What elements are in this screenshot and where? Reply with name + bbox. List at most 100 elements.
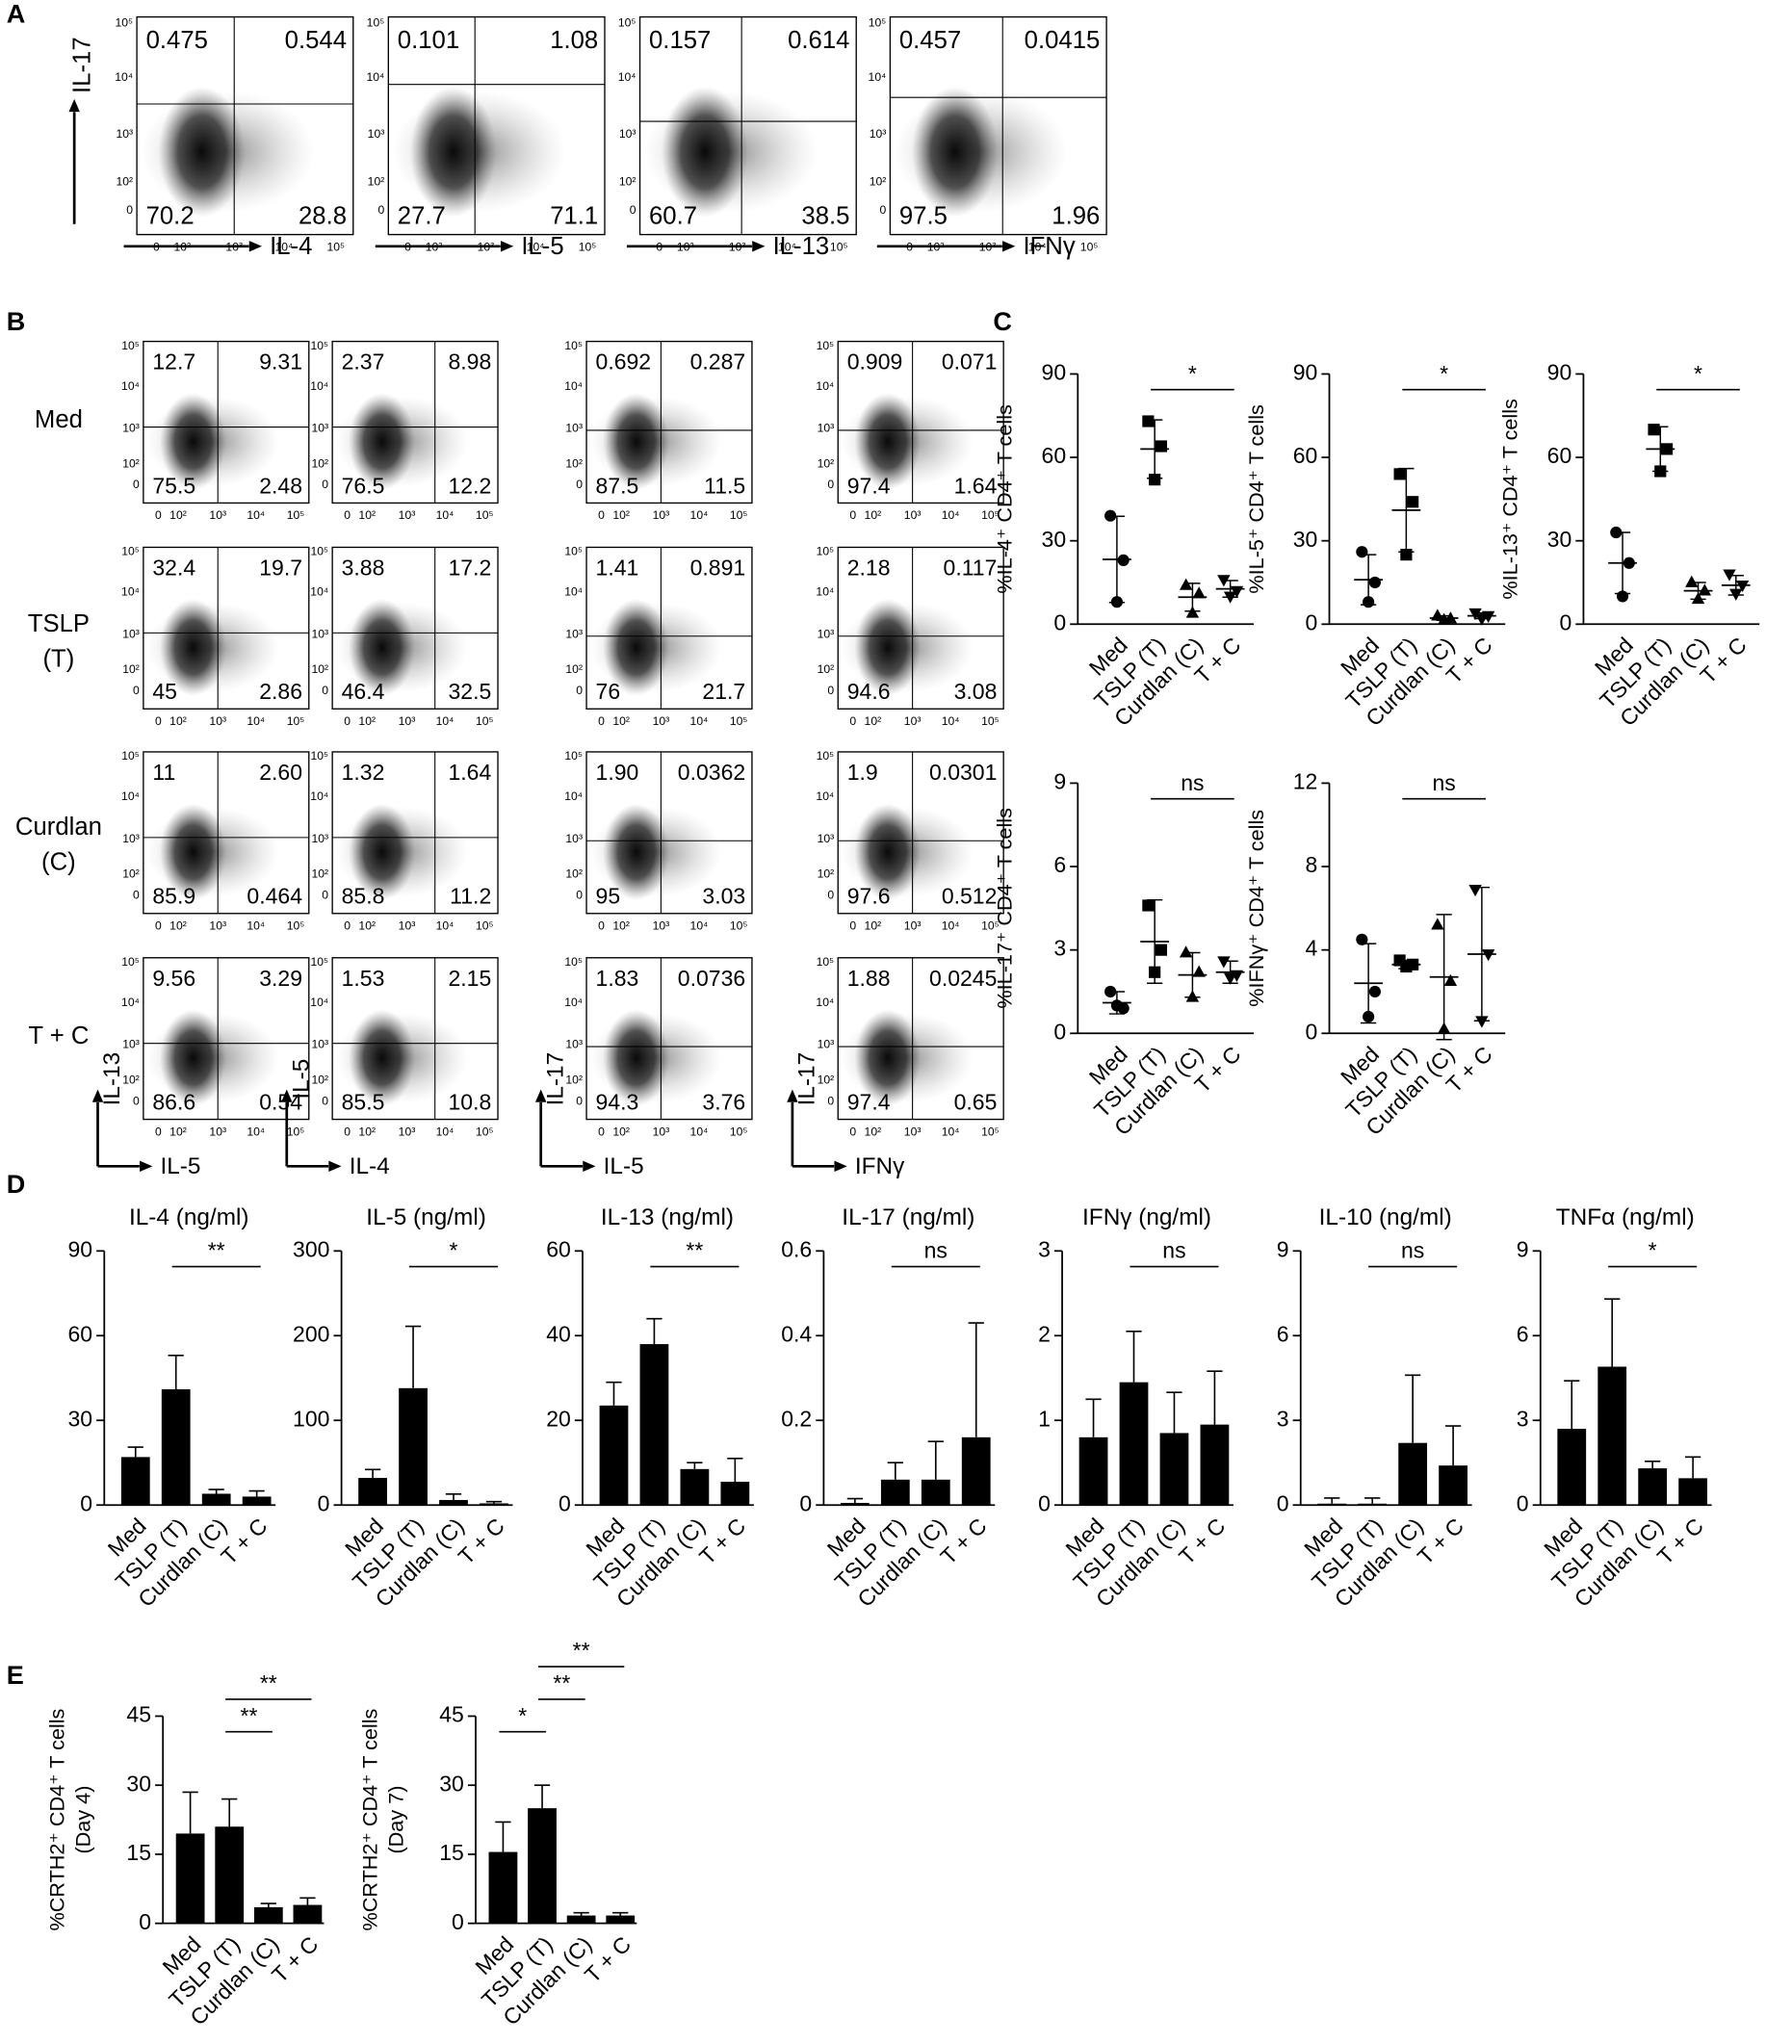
bar bbox=[1159, 1433, 1189, 1506]
quadrant-value: 3.08 bbox=[954, 679, 998, 704]
quadrant-value: 94.6 bbox=[847, 679, 891, 704]
data-point bbox=[1475, 613, 1489, 626]
significance-label: ** bbox=[241, 1703, 258, 1728]
flow-tick-label: 10⁵ bbox=[817, 545, 835, 558]
flow-tick-label: 10⁴ bbox=[366, 70, 384, 84]
quadrant-value: 0.0736 bbox=[678, 966, 745, 991]
flow-tick-label: 10³ bbox=[653, 714, 670, 728]
flow-tick-label: 0 bbox=[849, 714, 856, 728]
arrow-head bbox=[140, 1160, 153, 1173]
flow-tick-label: 10⁵ bbox=[730, 508, 748, 522]
flow-tick-label: 10⁴ bbox=[690, 714, 709, 728]
quadrant-value: 97.6 bbox=[847, 884, 891, 909]
plot-frame bbox=[638, 15, 857, 236]
flow-tick-label: 10⁵ bbox=[817, 955, 835, 969]
quadrant-value: 32.5 bbox=[448, 679, 491, 704]
quadrant-value: 2.37 bbox=[342, 349, 385, 375]
bar bbox=[1317, 1503, 1347, 1506]
plot-frame bbox=[331, 340, 499, 505]
significance-label: ** bbox=[573, 1638, 590, 1663]
flow-tick-label: 10³ bbox=[904, 1125, 922, 1138]
data-point bbox=[1431, 918, 1444, 930]
flow-tick-label: 10² bbox=[612, 919, 630, 933]
flow-tick-label: 10⁵ bbox=[817, 339, 835, 352]
flow-tick-label: 10² bbox=[865, 919, 882, 933]
flow-tick-label: 0 bbox=[630, 203, 636, 217]
flow-tick-label: 10³ bbox=[818, 832, 835, 845]
quadrant-value: 12.7 bbox=[152, 349, 195, 375]
flow-tick-label: 0 bbox=[827, 1094, 834, 1107]
bar bbox=[201, 1493, 231, 1506]
quadrant-value: 97.5 bbox=[899, 202, 948, 229]
data-point bbox=[1368, 576, 1381, 589]
data-point bbox=[1468, 884, 1482, 897]
quadrant-value: 11 bbox=[152, 760, 175, 785]
x-tick-label: T + C bbox=[454, 1514, 509, 1569]
y-tick-label: 8 bbox=[1306, 852, 1318, 877]
data-point bbox=[1735, 581, 1750, 593]
flow-tick-label: 10⁴ bbox=[942, 919, 960, 933]
y-tick-label: 0.4 bbox=[781, 1321, 812, 1346]
quadrant-value: 1.64 bbox=[448, 760, 491, 785]
flow-tick-label: 10⁴ bbox=[247, 919, 265, 933]
flow-tick-label: 10² bbox=[311, 867, 328, 881]
data-point bbox=[1393, 468, 1406, 480]
flow-tick-label: 0 bbox=[827, 684, 834, 697]
flow-tick-label: 10⁵ bbox=[115, 16, 133, 30]
quadrant-value: 1.32 bbox=[342, 760, 385, 785]
y-tick-label: 45 bbox=[439, 1702, 464, 1727]
x-tick-label: T + C bbox=[216, 1514, 272, 1569]
plot-frame bbox=[837, 546, 1004, 710]
flow-tick-label: 10² bbox=[169, 714, 187, 728]
flow-tick-label: 10⁵ bbox=[121, 545, 140, 558]
y-tick-label: 6 bbox=[1053, 852, 1066, 877]
arrow-head bbox=[68, 98, 80, 113]
flow-tick-label: 0 bbox=[155, 1125, 162, 1138]
quadrant-value: 1.64 bbox=[954, 473, 998, 498]
quadrant-value: 2.60 bbox=[259, 760, 302, 785]
quadrant-value: 12.2 bbox=[448, 473, 491, 498]
y-tick-label: 40 bbox=[546, 1321, 571, 1346]
flow-tick-label: 10⁴ bbox=[816, 585, 834, 599]
quadrant-value: 0.101 bbox=[398, 27, 459, 54]
bar bbox=[1597, 1366, 1627, 1506]
flow-tick-label: 0 bbox=[849, 919, 856, 933]
quadrant-value: 0.614 bbox=[788, 27, 849, 54]
data-point bbox=[1217, 956, 1231, 969]
flow-tick-label: 10² bbox=[865, 508, 882, 522]
flow-tick-label: 10⁴ bbox=[1028, 240, 1047, 253]
flow-tick-label: 0 bbox=[322, 478, 328, 491]
flow-tick-label: 10² bbox=[565, 867, 583, 881]
row-label: T + C bbox=[28, 1022, 89, 1049]
cell-density bbox=[160, 803, 226, 901]
quadrant-value: 87.5 bbox=[596, 473, 639, 498]
cell-density bbox=[603, 599, 670, 696]
flow-tick-label: 10⁴ bbox=[816, 789, 834, 803]
flow-tick-label: 0 bbox=[598, 1125, 605, 1138]
bar bbox=[1200, 1424, 1230, 1506]
data-point bbox=[1155, 440, 1168, 453]
y-tick-label: 60 bbox=[1293, 443, 1318, 468]
cell-density bbox=[854, 1009, 922, 1107]
plot-frame bbox=[331, 957, 499, 1121]
y-tick-label: 60 bbox=[546, 1236, 571, 1261]
plot-frame bbox=[837, 340, 1004, 505]
flow-tick-label: 10³ bbox=[565, 627, 583, 640]
row-label: Curdlan bbox=[15, 814, 102, 841]
bar bbox=[961, 1436, 991, 1506]
y-tick-label: 60 bbox=[1547, 443, 1572, 468]
flow-tick-label: 10² bbox=[565, 456, 583, 470]
flow-tick-label: 0 bbox=[576, 684, 583, 697]
flow-tick-label: 0 bbox=[849, 508, 856, 522]
chart-title: IL-10 (ng/ml) bbox=[1319, 1204, 1452, 1230]
data-point bbox=[1698, 583, 1712, 596]
significance-label: ns bbox=[1432, 770, 1455, 795]
quadrant-value: 0.891 bbox=[690, 556, 746, 581]
flow-tick-label: 10³ bbox=[653, 1125, 670, 1138]
flow-tick-label: 0 bbox=[133, 889, 140, 902]
cell-density bbox=[158, 86, 246, 218]
quadrant-value: 2.18 bbox=[847, 556, 891, 581]
flow-tick-label: 10⁵ bbox=[1080, 240, 1099, 253]
y-axis-label: IL-17 bbox=[542, 1052, 568, 1106]
